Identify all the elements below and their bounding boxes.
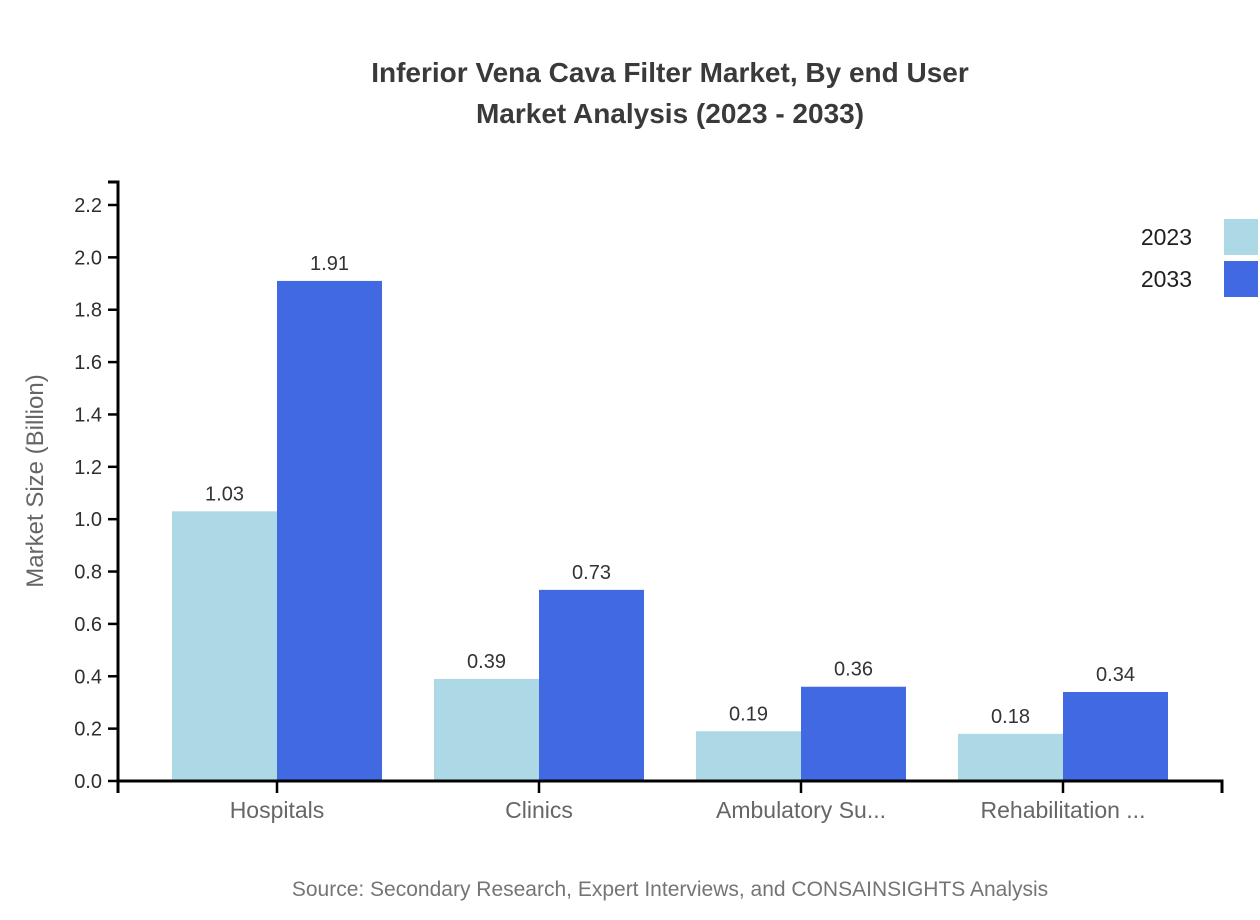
bar-value-label: 0.19 [729, 703, 768, 725]
bar-value-label: 0.39 [467, 651, 506, 673]
bar-2033-3[interactable] [1063, 691, 1168, 781]
y-tick-label: 0.2 [74, 719, 102, 741]
legend-item-2023[interactable]: 2023 [1141, 219, 1258, 255]
bar-value-label: 0.73 [572, 562, 611, 584]
bar-2023-2[interactable] [696, 731, 801, 781]
bar-2033-2[interactable] [801, 686, 906, 781]
legend: 2023 2033 [1141, 219, 1258, 303]
chart-title-line2: Market Analysis (2023 - 2033) [475, 98, 865, 129]
y-tick-label: 0.6 [74, 614, 102, 636]
x-axis-line [116, 779, 1224, 793]
y-axis-line [108, 180, 120, 781]
bar-value-label: 0.18 [991, 706, 1030, 728]
x-tick-label: Rehabilitation ... [981, 797, 1146, 823]
bar-2033-1[interactable] [539, 589, 644, 781]
y-tick-label: 0.4 [74, 666, 102, 688]
bar-2023-3[interactable] [958, 733, 1063, 781]
y-axis-title: Market Size (Billion) [22, 374, 49, 588]
legend-swatch-2033 [1224, 261, 1258, 297]
y-tick-label: 1.6 [74, 352, 102, 374]
x-tick-label: Clinics [505, 797, 573, 823]
y-tick-label: 1.8 [74, 300, 102, 322]
bar-value-label: 0.34 [1096, 664, 1135, 686]
bar-2033-0[interactable] [277, 280, 382, 781]
source-note: Source: Secondary Research, Expert Inter… [291, 878, 1049, 901]
x-tick-label: Ambulatory Su... [716, 797, 886, 823]
legend-item-2033[interactable]: 2033 [1141, 261, 1258, 297]
legend-label-2023: 2023 [1140, 223, 1192, 250]
bar-value-label: 1.03 [205, 483, 244, 505]
x-tick-label: Hospitals [230, 797, 325, 823]
legend-swatch-2023 [1224, 219, 1258, 255]
y-tick-label: 2.0 [74, 247, 102, 269]
y-tick-label: 1.4 [74, 404, 102, 426]
bar-value-label: 1.91 [310, 253, 349, 275]
chart-title-line1: Inferior Vena Cava Filter Market, By end… [371, 57, 969, 88]
y-tick-label: 1.2 [74, 457, 102, 479]
y-tick-label: 2.2 [74, 195, 102, 217]
legend-label-2033: 2033 [1140, 265, 1192, 292]
chart-title: Inferior Vena Cava Filter Market, By end… [118, 52, 1222, 134]
bar-value-label: 0.36 [834, 659, 873, 681]
y-tick-label: 0.8 [74, 562, 102, 584]
bar-2023-0[interactable] [172, 511, 277, 781]
y-tick-label: 0.0 [74, 771, 102, 793]
y-tick-label: 1.0 [74, 509, 102, 531]
bar-2023-1[interactable] [434, 678, 539, 781]
